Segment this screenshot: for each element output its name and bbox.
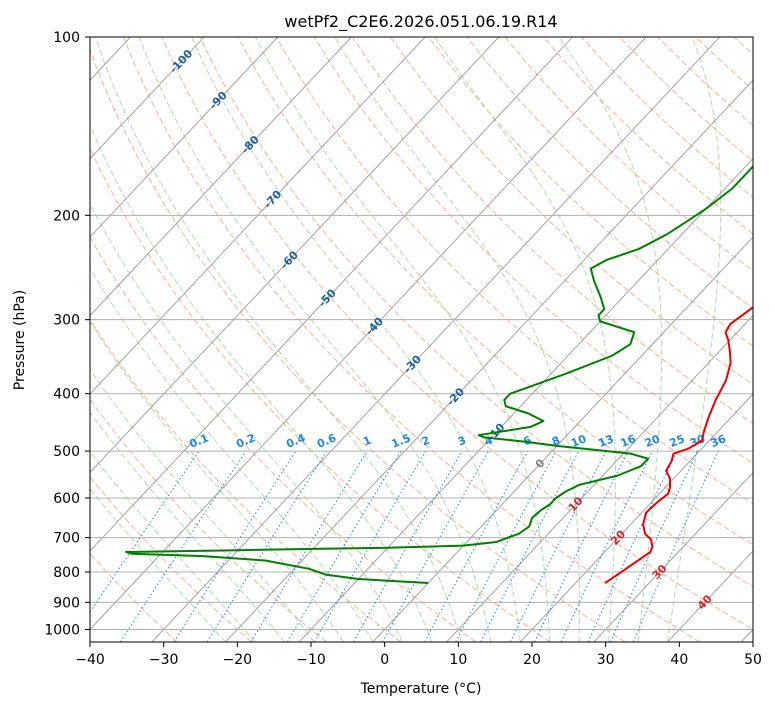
moist-adiabat-line — [434, 37, 617, 642]
isotherm-line — [90, 37, 647, 631]
moist-adiabat-line — [90, 202, 403, 642]
y-axis-ticks: 100 200 300 400 500 600 700 800 900 1000 — [44, 30, 90, 638]
isotherm-line — [90, 37, 426, 395]
moist-adiabat-line — [90, 411, 285, 642]
plot-area: -100-90-80-70-60-50-40-30-20-10010203040… — [90, 37, 753, 642]
y-tick-label: 800 — [53, 565, 80, 581]
y-tick-label: 1000 — [44, 622, 80, 638]
isotherms — [90, 37, 753, 642]
x-tick-label: 20 — [523, 652, 541, 668]
dewpoint-profile-line — [124, 165, 753, 585]
mixing-ratio-label: 36 — [709, 432, 728, 450]
isotherm-line — [519, 393, 753, 642]
moist-adiabat-line — [90, 451, 256, 642]
mixing-ratio-label: 1 — [361, 434, 373, 449]
plot-frame — [89, 36, 754, 643]
mixing-ratio-line — [509, 450, 607, 642]
moist-adiabat-line — [667, 37, 722, 642]
moist-adiabat-line — [558, 37, 663, 642]
y-tick-label: 900 — [53, 595, 80, 611]
x-tick-label: −10 — [296, 652, 326, 668]
y-tick-label: 200 — [53, 208, 80, 224]
mixing-ratio-label: 13 — [596, 432, 615, 450]
y-tick-label: 500 — [53, 444, 80, 460]
mixing-ratio-line — [119, 450, 247, 642]
x-axis-ticks: −40 −30 −20 −10 0 10 20 30 40 50 — [75, 642, 762, 668]
isotherm-line — [90, 37, 573, 552]
dry-adiabat-line — [90, 476, 253, 642]
dry-adiabat-line — [90, 48, 626, 642]
moist-adiabat-line — [191, 37, 521, 642]
x-tick-label: 40 — [670, 652, 688, 668]
x-tick-label: 0 — [380, 652, 389, 668]
isotherm-line — [446, 314, 753, 642]
isotherm-line — [225, 79, 753, 642]
isotherm-line — [298, 157, 753, 642]
x-axis-title: Temperature (°C) — [360, 681, 482, 697]
isotherm-line — [151, 37, 721, 642]
isotherm-line — [372, 236, 753, 642]
y-tick-label: 400 — [53, 387, 80, 403]
chart-title: wetPf2_C2E6.2026.051.06.19.R14 — [284, 12, 557, 32]
isotherm-line — [90, 37, 279, 238]
mixing-ratio-lines — [90, 450, 719, 642]
x-tick-label: −20 — [223, 652, 253, 668]
mixing-ratio-line — [424, 450, 528, 642]
y-axis-title: Pressure (hPa) — [12, 290, 28, 390]
isotherm-line — [90, 37, 500, 474]
dry-adiabat-line — [123, 37, 701, 642]
pressure-gridlines — [90, 37, 753, 630]
dry-adiabat-line — [90, 236, 477, 642]
mixing-ratio-label: 10 — [569, 432, 588, 450]
dry-adiabat-line — [161, 37, 753, 631]
mixing-ratio-line — [632, 450, 719, 642]
mixing-ratio-label: 20 — [643, 432, 662, 450]
isotherm-line — [90, 37, 205, 160]
mixing-ratio-line — [250, 450, 368, 642]
x-tick-label: 50 — [744, 652, 762, 668]
mixing-ratio-line — [353, 450, 463, 642]
moist-adiabat-line — [138, 37, 492, 642]
dry-adiabat-line — [466, 37, 753, 309]
mixing-ratio-line — [381, 450, 490, 642]
mixing-ratio-line — [534, 450, 629, 642]
mixing-ratio-label: 25 — [668, 432, 687, 450]
x-tick-label: 30 — [597, 652, 615, 668]
mixing-ratio-line — [173, 450, 297, 642]
mixing-ratio-label: 16 — [619, 432, 638, 450]
moist-adiabat-line — [90, 321, 344, 642]
x-tick-label: 10 — [449, 652, 467, 668]
y-tick-label: 700 — [53, 531, 80, 547]
moist-adiabat-line — [90, 488, 226, 642]
dry-adiabat-line — [199, 37, 753, 588]
mixing-ratio-line — [610, 450, 699, 642]
mixing-ratio-label: 8 — [550, 434, 562, 449]
x-tick-label: −40 — [75, 652, 105, 668]
moist-adiabat-line — [90, 368, 315, 642]
moist-adiabat-line — [94, 37, 462, 642]
x-tick-label: −30 — [149, 652, 179, 668]
isotherm-line — [90, 37, 352, 317]
y-tick-label: 100 — [53, 30, 80, 46]
mixing-ratio-label: 2 — [420, 434, 432, 449]
moist-adiabat-line — [255, 37, 551, 642]
temperature-profile-line — [604, 306, 753, 584]
moist-adiabats — [90, 37, 722, 642]
moist-adiabat-line — [90, 266, 374, 642]
dry-adiabat-line — [352, 37, 753, 425]
mixing-ratio-label: 3 — [456, 434, 468, 449]
dry-adiabat-line — [390, 37, 753, 386]
y-tick-label: 600 — [53, 491, 80, 507]
y-tick-label: 300 — [53, 313, 80, 329]
dry-adiabat-line — [90, 147, 551, 642]
isotherm-line — [593, 471, 753, 642]
sounding-series — [124, 165, 753, 585]
moist-adiabat-line — [90, 124, 433, 642]
